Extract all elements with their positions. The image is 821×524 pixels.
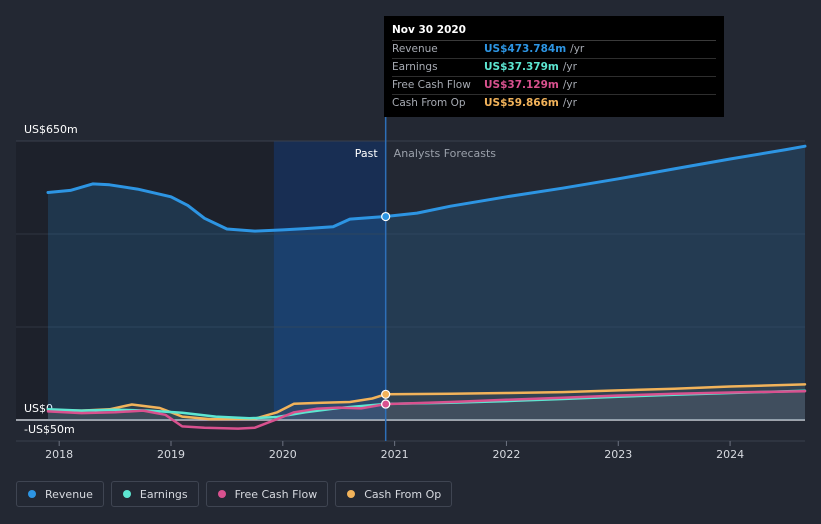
tooltip-label: Earnings bbox=[392, 61, 438, 73]
tooltip-label: Revenue bbox=[392, 43, 438, 55]
tooltip-label: Free Cash Flow bbox=[392, 79, 471, 91]
series-line-cash-from-op bbox=[46, 383, 807, 421]
y-tick-label: US$650m bbox=[24, 123, 78, 136]
tooltip-value: US$59.866m bbox=[484, 97, 559, 109]
x-tick-label: 2018 bbox=[45, 448, 73, 461]
tooltip-row-free-cash-flow: Free Cash Flow US$37.129m /yr bbox=[392, 77, 716, 95]
legend-dot-icon bbox=[122, 490, 131, 498]
tooltip-value: US$37.129m bbox=[484, 79, 559, 91]
tooltip-row-cash-from-op: Cash From Op US$59.866m /yr bbox=[392, 95, 716, 112]
tooltip-unit: /yr bbox=[570, 43, 585, 55]
legend-dot-icon bbox=[217, 490, 226, 498]
tooltip-row-revenue: Revenue US$473.784m /yr bbox=[392, 41, 716, 59]
x-tick-label: 2020 bbox=[269, 448, 297, 461]
legend: Revenue Earnings Free Cash Flow Cash Fro… bbox=[16, 481, 453, 507]
x-tick-label: 2024 bbox=[716, 448, 744, 461]
series-line-free-cash-flow bbox=[46, 389, 807, 430]
forecast-label: Analysts Forecasts bbox=[394, 147, 497, 160]
series-line-revenue bbox=[46, 144, 807, 233]
x-tick-label: 2019 bbox=[157, 448, 185, 461]
legend-item-earnings[interactable]: Earnings bbox=[110, 481, 199, 507]
tooltip-row-earnings: Earnings US$37.379m /yr bbox=[392, 59, 716, 77]
legend-item-free-cash-flow[interactable]: Free Cash Flow bbox=[205, 481, 329, 507]
legend-dot-icon bbox=[347, 490, 356, 498]
highlight-region bbox=[273, 141, 386, 420]
data-point-marker bbox=[381, 389, 391, 399]
legend-item-revenue[interactable]: Revenue bbox=[16, 481, 104, 507]
tooltip-unit: /yr bbox=[562, 61, 577, 73]
x-tick-label: 2022 bbox=[492, 448, 520, 461]
tooltip-value: US$37.379m bbox=[484, 61, 559, 73]
x-tick-label: 2021 bbox=[381, 448, 409, 461]
tooltip-label: Cash From Op bbox=[392, 97, 466, 109]
legend-label: Revenue bbox=[45, 487, 93, 501]
tooltip-unit: /yr bbox=[562, 79, 577, 91]
y-tick-label: US$0 bbox=[24, 402, 53, 415]
past-label: Past bbox=[355, 147, 379, 160]
legend-label: Earnings bbox=[139, 487, 188, 501]
legend-label: Free Cash Flow bbox=[234, 487, 318, 501]
series-area-revenue bbox=[48, 146, 805, 420]
series-area-free-cash-flow bbox=[48, 391, 805, 429]
data-point-marker bbox=[381, 211, 391, 222]
x-tick-label: 2023 bbox=[604, 448, 632, 461]
data-tooltip: Nov 30 2020 Revenue US$473.784m /yr Earn… bbox=[384, 16, 724, 117]
tooltip-date: Nov 30 2020 bbox=[392, 23, 716, 41]
data-point-marker bbox=[381, 399, 391, 409]
tooltip-unit: /yr bbox=[562, 97, 577, 109]
legend-label: Cash From Op bbox=[364, 487, 442, 501]
y-tick-label: -US$50m bbox=[24, 423, 75, 436]
legend-dot-icon bbox=[28, 490, 36, 498]
tooltip-value: US$473.784m bbox=[484, 43, 567, 55]
legend-item-cash-from-op[interactable]: Cash From Op bbox=[335, 481, 453, 507]
